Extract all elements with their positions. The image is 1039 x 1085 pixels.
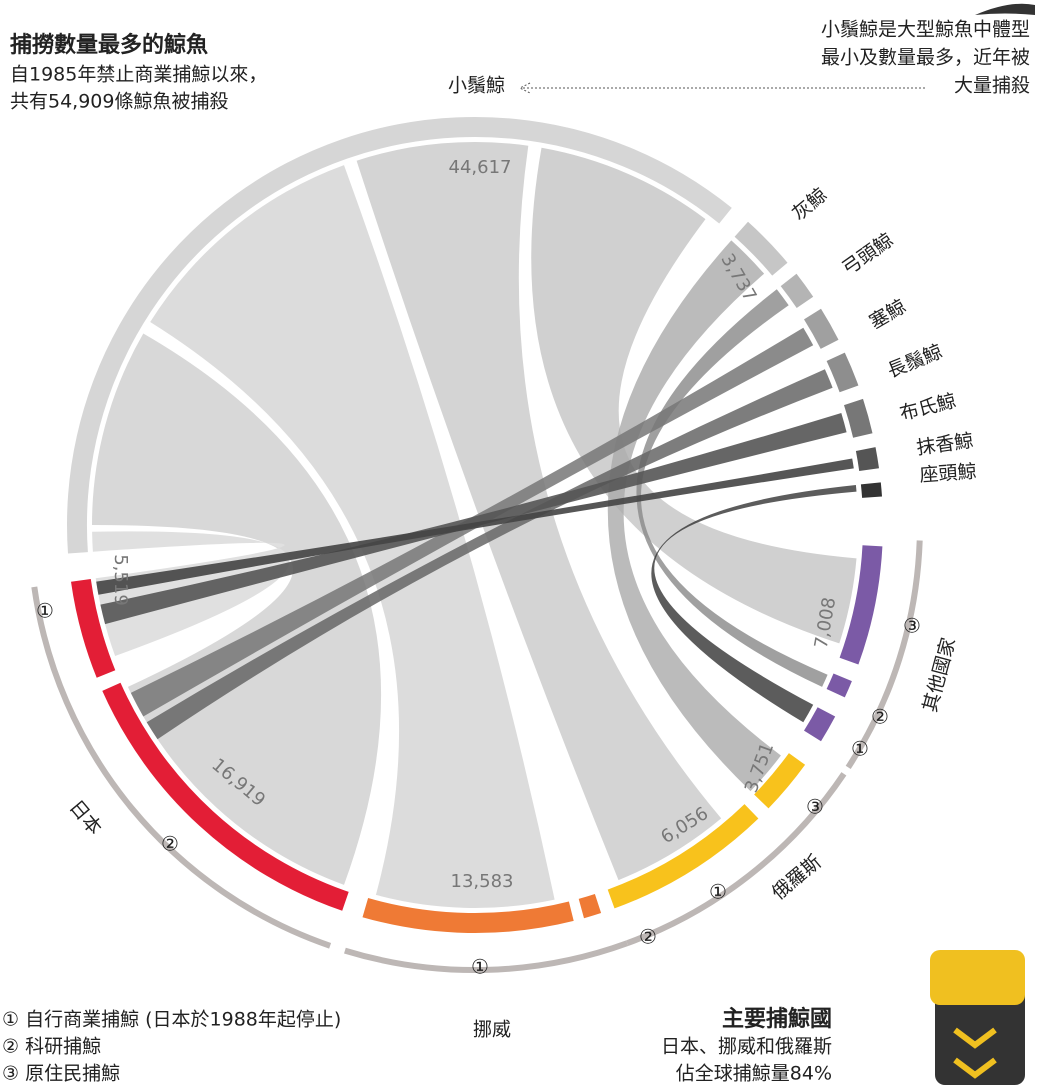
arrow xyxy=(518,82,925,94)
whale-arc xyxy=(734,221,788,276)
marker: ① xyxy=(851,737,869,761)
marker: ① xyxy=(36,599,54,623)
country-arc xyxy=(607,804,759,909)
marker: ① xyxy=(471,955,489,979)
group-arc xyxy=(845,540,923,770)
annotation-label: 小鬚鯨 xyxy=(448,75,505,97)
ribbon xyxy=(607,240,781,792)
marker: ① xyxy=(709,880,727,904)
ribbon xyxy=(150,165,555,908)
ribbons xyxy=(92,141,857,908)
whale-arc xyxy=(855,447,879,471)
value: 5,519 xyxy=(110,554,131,606)
country-arc xyxy=(839,545,883,665)
marker: ② xyxy=(871,705,889,729)
ribbon xyxy=(531,147,857,644)
country-label: 日本 xyxy=(65,796,106,839)
whale-label: 座頭鯨 xyxy=(919,461,977,487)
group-arc xyxy=(626,772,847,947)
country-label: 挪威 xyxy=(473,1019,511,1041)
country-arc xyxy=(578,894,602,919)
harpoon-image xyxy=(930,950,1025,1085)
whale-arc xyxy=(780,273,814,308)
country-arc xyxy=(102,682,349,911)
annotation: 大量捕殺 xyxy=(954,75,1030,97)
ribbon xyxy=(651,485,857,723)
country-arc xyxy=(804,707,836,742)
whale-arc xyxy=(844,398,873,438)
country-arc xyxy=(754,753,806,809)
marker: ② xyxy=(639,925,657,949)
group-arc xyxy=(344,940,629,974)
legend-item: ② 科研捕鯨 xyxy=(2,1036,101,1058)
whale-arc xyxy=(804,308,839,349)
whale-image xyxy=(975,3,1035,15)
value: 13,583 xyxy=(451,871,514,892)
annotation: 最小及數量最多，近年被 xyxy=(821,47,1030,69)
country-arc xyxy=(362,898,574,934)
footer-text: 佔全球捕鯨量84% xyxy=(676,1063,832,1085)
whale-arc xyxy=(826,352,859,393)
legend-item: ① 自行商業捕鯨 (日本於1988年起停止) xyxy=(2,1009,341,1031)
country-arc xyxy=(71,579,116,678)
subtitle: 自1985年禁止商業捕鯨以來， xyxy=(10,64,267,86)
legend-item: ③ 原住民捕鯨 xyxy=(2,1063,120,1085)
whale-label: 布氏鯨 xyxy=(898,390,959,425)
subtitle: 共有54,909條鯨魚被捕殺 xyxy=(10,91,228,113)
marker: ② xyxy=(161,832,179,856)
country-label: 其他國家 xyxy=(919,635,960,714)
value: 44,617 xyxy=(449,157,512,178)
whale-label: 灰鯨 xyxy=(788,184,831,225)
ribbon xyxy=(100,413,847,625)
whale-label: 塞鯨 xyxy=(866,296,910,334)
group-arc xyxy=(31,586,332,949)
country-arc xyxy=(826,673,852,698)
marker: ③ xyxy=(806,795,824,819)
ribbon xyxy=(146,369,833,740)
title: 捕撈數量最多的鯨魚 xyxy=(10,32,208,58)
arcs xyxy=(31,116,923,974)
marker: ③ xyxy=(903,614,921,638)
country-label: 俄羅斯 xyxy=(768,851,826,905)
whale-arc xyxy=(860,482,882,498)
footer-text: 日本、挪威和俄羅斯 xyxy=(661,1036,832,1058)
annotation: 小鬚鯨是大型鯨魚中體型 xyxy=(821,19,1030,41)
ribbon xyxy=(96,458,854,595)
whale-label: 抹香鯨 xyxy=(915,430,975,460)
ribbon xyxy=(636,289,828,687)
ribbon xyxy=(92,333,382,885)
whale-label: 長鬚鯨 xyxy=(884,341,945,383)
whale-label: 弓頭鯨 xyxy=(838,229,897,280)
footer-title: 主要捕鯨國 xyxy=(722,1006,832,1032)
